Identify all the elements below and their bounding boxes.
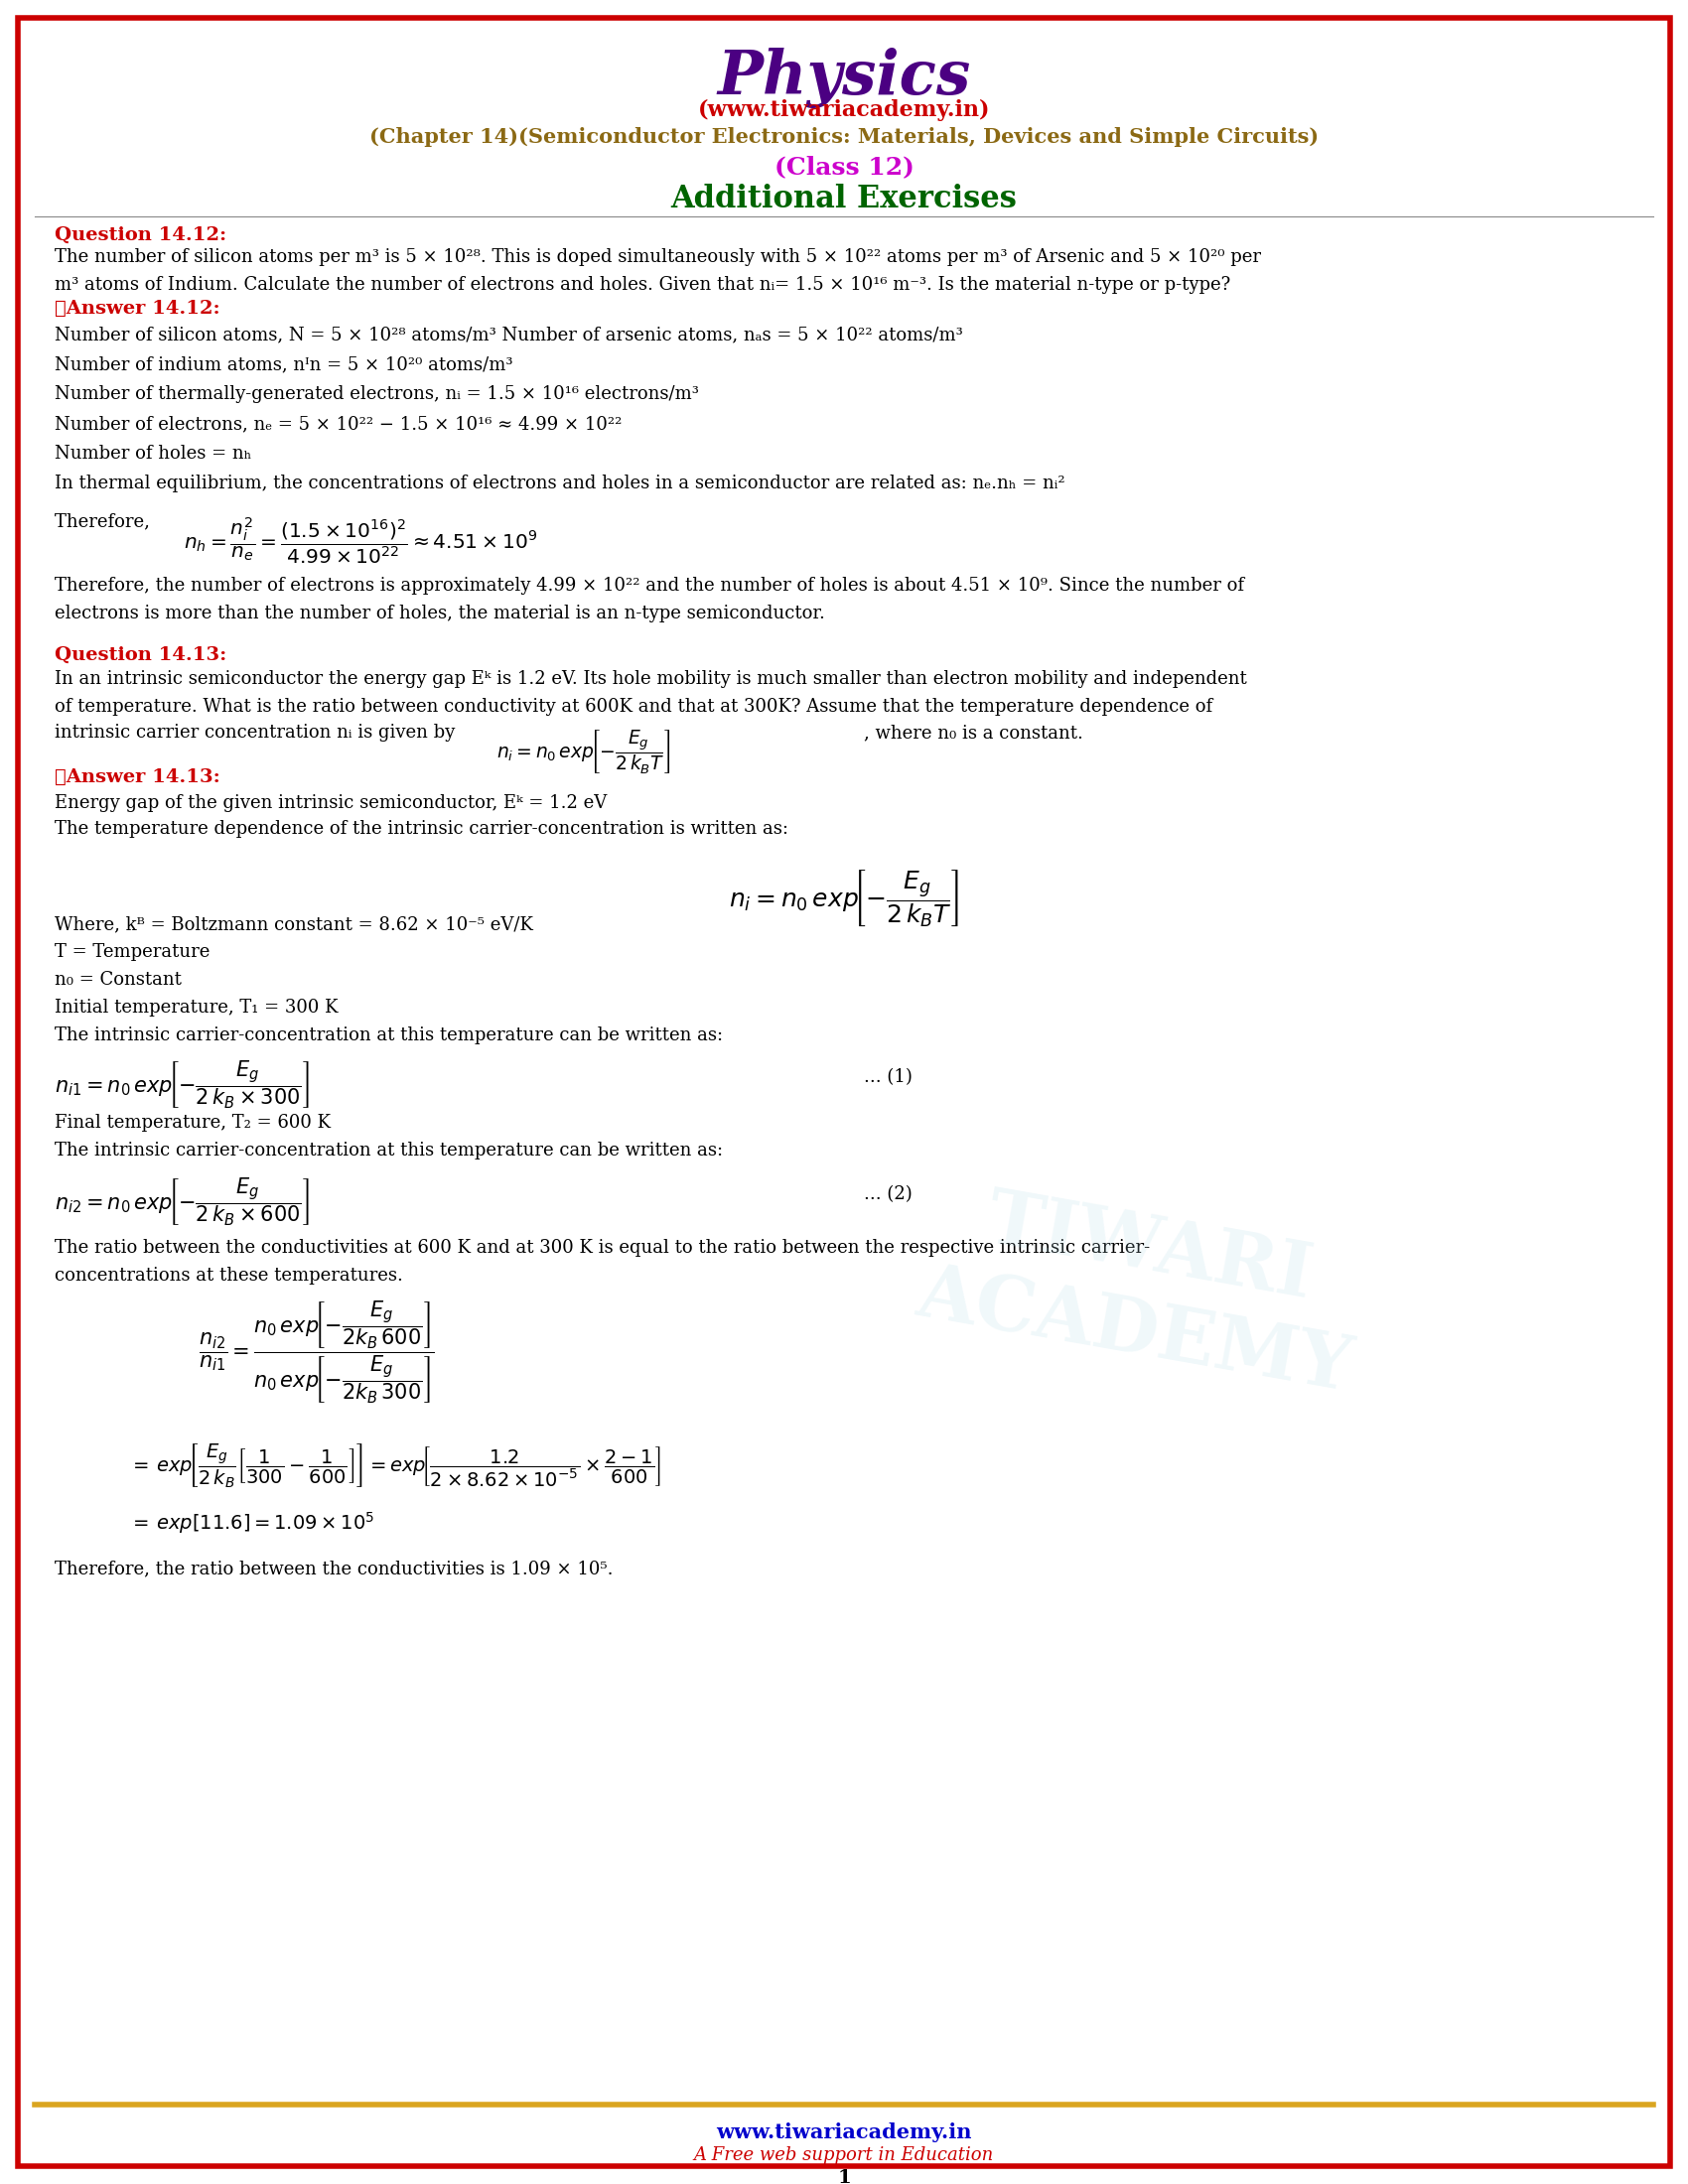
Text: The intrinsic carrier-concentration at this temperature can be written as:: The intrinsic carrier-concentration at t…: [54, 1026, 722, 1044]
Text: $n_{i1} = n_0\,exp\!\left[-\dfrac{E_g}{2\,k_B\times300}\right]$: $n_{i1} = n_0\,exp\!\left[-\dfrac{E_g}{2…: [54, 1059, 309, 1109]
Text: In an intrinsic semiconductor the energy gap Eᵏ is 1.2 eV. Its hole mobility is : In an intrinsic semiconductor the energy…: [54, 670, 1247, 716]
Text: $n_i = n_0\,exp\!\left[-\dfrac{E_g}{2\,k_B T}\right]$: $n_i = n_0\,exp\!\left[-\dfrac{E_g}{2\,k…: [496, 729, 670, 778]
Text: Therefore,: Therefore,: [54, 513, 155, 531]
Text: ... (2): ... (2): [864, 1186, 912, 1203]
Text: 🖊Answer 14.12:: 🖊Answer 14.12:: [54, 299, 219, 317]
Text: Question 14.12:: Question 14.12:: [54, 227, 226, 245]
Text: Physics: Physics: [717, 48, 971, 109]
Text: $\dfrac{n_{i2}}{n_{i1}} = \dfrac{n_0\,exp\!\left[-\dfrac{E_g}{2k_B\,600}\right]}: $\dfrac{n_{i2}}{n_{i1}} = \dfrac{n_0\,ex…: [199, 1299, 436, 1404]
Text: 🖊Answer 14.13:: 🖊Answer 14.13:: [54, 769, 219, 786]
Text: 1: 1: [837, 2169, 851, 2184]
Text: $=\,exp[11.6] = 1.09 \times 10^5$: $=\,exp[11.6] = 1.09 \times 10^5$: [128, 1509, 375, 1535]
Text: Number of indium atoms, nᴵn = 5 × 10²⁰ atoms/m³: Number of indium atoms, nᴵn = 5 × 10²⁰ a…: [54, 356, 513, 373]
Text: Where, kᴮ = Boltzmann constant = 8.62 × 10⁻⁵ eV/K: Where, kᴮ = Boltzmann constant = 8.62 × …: [54, 915, 533, 933]
Text: The number of silicon atoms per m³ is 5 × 10²⁸. This is doped simultaneously wit: The number of silicon atoms per m³ is 5 …: [54, 249, 1261, 293]
Text: Therefore, the number of electrons is approximately 4.99 × 10²² and the number o: Therefore, the number of electrons is ap…: [54, 577, 1244, 622]
Text: (www.tiwariacademy.in): (www.tiwariacademy.in): [697, 98, 991, 120]
Text: Additional Exercises: Additional Exercises: [670, 183, 1018, 214]
Text: The temperature dependence of the intrinsic carrier-concentration is written as:: The temperature dependence of the intrin…: [54, 819, 788, 839]
Text: ... (1): ... (1): [864, 1068, 913, 1085]
Text: The intrinsic carrier-concentration at this temperature can be written as:: The intrinsic carrier-concentration at t…: [54, 1142, 722, 1160]
Text: Number of holes = nₕ: Number of holes = nₕ: [54, 446, 252, 463]
Text: In thermal equilibrium, the concentrations of electrons and holes in a semicondu: In thermal equilibrium, the concentratio…: [54, 474, 1065, 491]
Text: $n_{i2} = n_0\,exp\!\left[-\dfrac{E_g}{2\,k_B\times600}\right]$: $n_{i2} = n_0\,exp\!\left[-\dfrac{E_g}{2…: [54, 1175, 309, 1227]
Text: T = Temperature: T = Temperature: [54, 943, 209, 961]
Text: , where n₀ is a constant.: , where n₀ is a constant.: [864, 723, 1084, 743]
Text: www.tiwariacademy.in: www.tiwariacademy.in: [716, 2123, 972, 2143]
Text: Final temperature, T₂ = 600 K: Final temperature, T₂ = 600 K: [54, 1114, 331, 1131]
Text: $=\,exp\!\left[\dfrac{E_g}{2\,k_B}\left[\dfrac{1}{300}-\dfrac{1}{600}\right]\rig: $=\,exp\!\left[\dfrac{E_g}{2\,k_B}\left[…: [128, 1441, 662, 1489]
Text: $n_h = \dfrac{n_i^2}{n_e} = \dfrac{(1.5\times10^{16})^2}{4.99\times10^{22}} \app: $n_h = \dfrac{n_i^2}{n_e} = \dfrac{(1.5\…: [184, 515, 537, 568]
Text: Number of electrons, nₑ = 5 × 10²² − 1.5 × 10¹⁶ ≈ 4.99 × 10²²: Number of electrons, nₑ = 5 × 10²² − 1.5…: [54, 415, 621, 432]
Text: TIWARI
ACADEMY: TIWARI ACADEMY: [912, 1175, 1372, 1406]
Text: intrinsic carrier concentration nᵢ is given by: intrinsic carrier concentration nᵢ is gi…: [54, 723, 461, 743]
Text: Initial temperature, T₁ = 300 K: Initial temperature, T₁ = 300 K: [54, 998, 338, 1016]
Text: Therefore, the ratio between the conductivities is 1.09 × 10⁵.: Therefore, the ratio between the conduct…: [54, 1559, 613, 1577]
Text: Number of silicon atoms, N = 5 × 10²⁸ atoms/m³ Number of arsenic atoms, nₐs = 5 : Number of silicon atoms, N = 5 × 10²⁸ at…: [54, 325, 962, 343]
Text: A Free web support in Education: A Free web support in Education: [694, 2147, 994, 2164]
Text: n₀ = Constant: n₀ = Constant: [54, 972, 182, 989]
Text: (Chapter 14)(Semiconductor Electronics: Materials, Devices and Simple Circuits): (Chapter 14)(Semiconductor Electronics: …: [370, 127, 1318, 146]
Text: $n_i = n_0\,exp\!\left[-\dfrac{E_g}{2\,k_B T}\right]$: $n_i = n_0\,exp\!\left[-\dfrac{E_g}{2\,k…: [729, 867, 959, 928]
Text: (Class 12): (Class 12): [775, 155, 913, 179]
Text: The ratio between the conductivities at 600 K and at 300 K is equal to the ratio: The ratio between the conductivities at …: [54, 1238, 1150, 1284]
Text: Question 14.13:: Question 14.13:: [54, 646, 226, 664]
Text: Energy gap of the given intrinsic semiconductor, Eᵏ = 1.2 eV: Energy gap of the given intrinsic semico…: [54, 795, 608, 812]
Text: Number of thermally-generated electrons, nᵢ = 1.5 × 10¹⁶ electrons/m³: Number of thermally-generated electrons,…: [54, 384, 699, 404]
FancyBboxPatch shape: [19, 17, 1669, 2167]
